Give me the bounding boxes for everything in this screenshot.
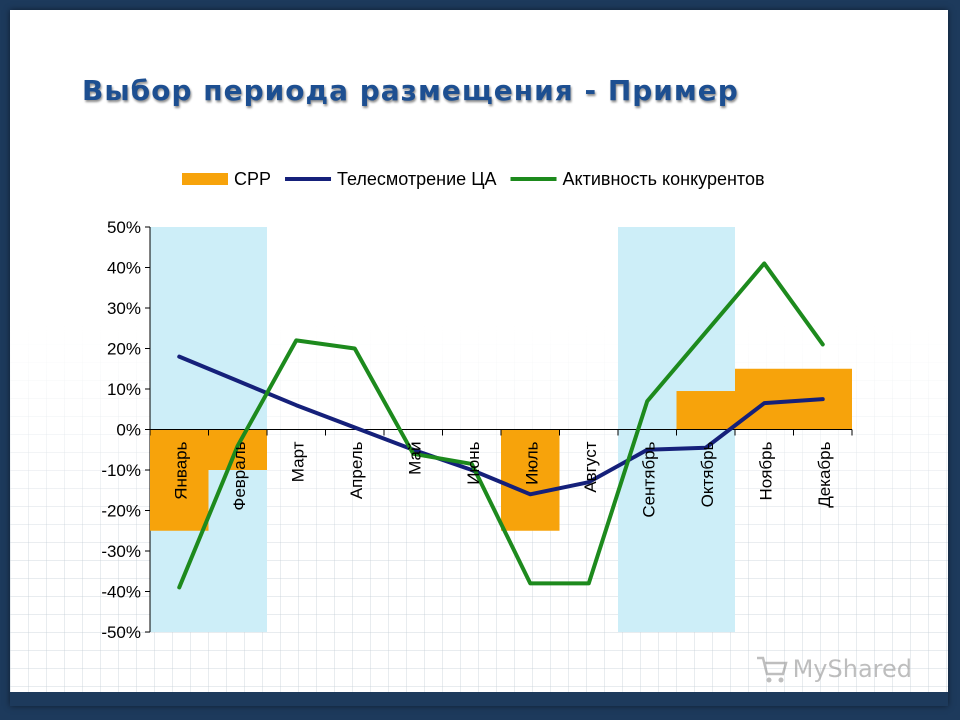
x-tick-label: Август: [581, 441, 600, 492]
legend: CPP Телесмотрение ЦА Активность конкуренто…: [182, 169, 765, 189]
y-tick-label: 10%: [107, 380, 141, 399]
logo-text: MyShared: [792, 655, 912, 683]
y-tick-label: -40%: [101, 583, 141, 602]
x-tick-label: Май: [405, 442, 424, 475]
bottom-bar: [10, 692, 948, 706]
y-tick-label: 40%: [107, 259, 141, 278]
y-tick-label: -50%: [101, 623, 141, 642]
x-tick-label: Ноябрь: [756, 441, 775, 500]
legend-label: Телесмотрение ЦА: [337, 169, 497, 189]
slide-title: Выбор периода размещения - Пример: [82, 74, 739, 107]
x-tick-label: Апрель: [347, 441, 366, 499]
y-tick-label: -20%: [101, 502, 141, 521]
bar-cpp: [501, 429, 560, 531]
slide: Выбор периода размещения - Пример 50% 40%…: [10, 10, 948, 706]
line-competitor-activity: [177, 261, 825, 590]
y-tick-label: 20%: [107, 340, 141, 359]
logo: MyShared: [755, 654, 912, 684]
bar-cpp: [676, 391, 735, 430]
y-tick-label: 50%: [107, 218, 141, 237]
y-tick-label: -30%: [101, 542, 141, 561]
x-tick-label: Декабрь: [815, 441, 834, 507]
legend-label: CPP: [234, 169, 271, 189]
bar-cpp: [150, 429, 209, 531]
x-tick-label: Февраль: [230, 441, 249, 510]
x-tick-label: Сентябрь: [639, 441, 658, 517]
x-tick-label: Март: [288, 441, 307, 482]
line-tv-viewing: [177, 354, 825, 497]
chart: 50% 40% 30% 20% 10% 0% -10% -20% -30% -40% -50% Янв…: [101, 169, 853, 642]
x-tick-label: Октябрь: [698, 441, 717, 507]
y-tick-label: 30%: [107, 299, 141, 318]
legend-swatch-cpp: [182, 173, 228, 185]
cart-icon: [756, 656, 788, 683]
x-tick-label: Июль: [522, 441, 541, 485]
y-tick-label: -10%: [101, 461, 141, 480]
y-tick-label: 0%: [116, 421, 141, 440]
x-tick-label: Июнь: [464, 441, 483, 484]
legend-label: Активность конкурентов: [563, 169, 765, 189]
x-tick-label: Январь: [171, 441, 190, 499]
